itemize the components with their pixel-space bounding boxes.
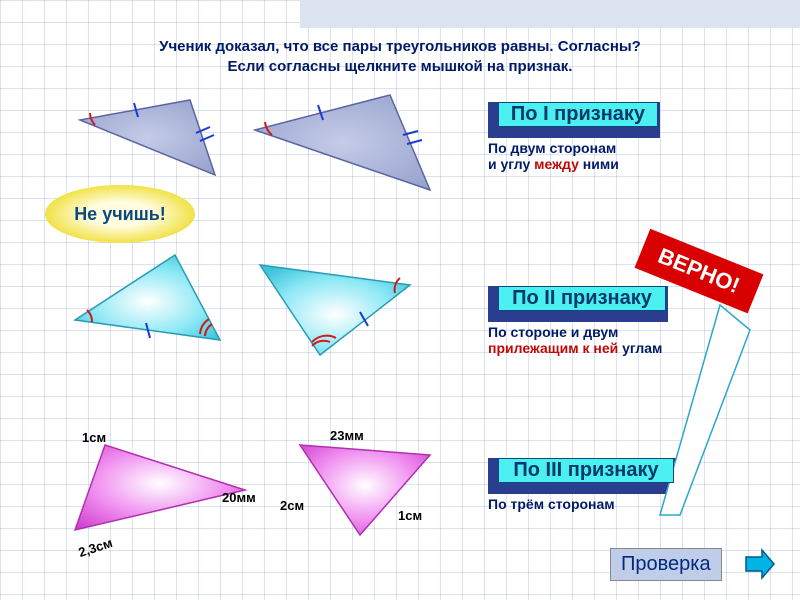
criterion-2-triangles (60, 250, 460, 380)
tri3-right-label-c: 2см (280, 498, 304, 513)
criterion-3-triangles (70, 440, 470, 570)
tri3-right-label-a: 23мм (330, 428, 364, 443)
criterion-1-desc: По двум сторонам и углу между ними (488, 140, 619, 172)
page-subtitle: Если согласны щелкните мышкой на признак… (0, 58, 800, 75)
check-button[interactable]: Проверка (610, 548, 722, 581)
criterion-3-desc: По трём сторонам (488, 496, 615, 512)
criterion-3-button[interactable]: По III признаку (482, 452, 690, 489)
tri3-left-label-a: 1см (82, 430, 106, 445)
tri3-right-label-b: 1см (398, 508, 422, 523)
next-arrow-icon[interactable] (740, 544, 780, 584)
wrong-badge: Не учишь! (45, 185, 195, 243)
criterion-1-button[interactable]: По I признаку (482, 96, 674, 133)
page-title: Ученик доказал, что все пары треугольник… (0, 38, 800, 55)
tri3-left-label-b: 20мм (222, 490, 256, 505)
